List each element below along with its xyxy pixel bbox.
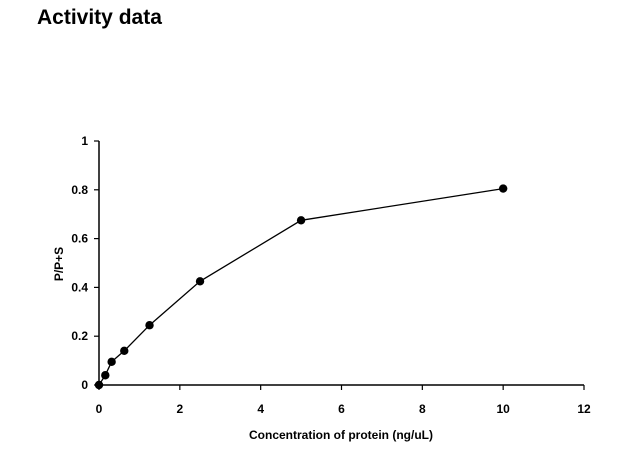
data-point [296,216,306,225]
y-axis-title: P/P+S [52,247,66,281]
data-point [145,321,154,330]
page-title: Activity data [37,6,162,29]
y-tick-label: 0.8 [71,183,88,197]
y-tick-label: 1 [81,134,88,148]
x-tick-label: 4 [257,402,264,416]
x-tick-label: 8 [419,402,426,416]
data-point [195,277,205,286]
x-axis-title: Concentration of protein (ng/uL) [249,428,433,442]
x-tick-label: 10 [496,402,510,416]
data-point [107,357,116,367]
y-tick-label: 0 [81,378,88,392]
x-tick-label: 0 [96,402,103,416]
y-tick-label: 0.4 [71,280,88,294]
x-tick-label: 6 [338,402,345,416]
data-point [120,346,129,356]
y-axis-ticks: 0 0.2 0.4 0.6 0.8 1 [71,134,99,392]
data-point [498,184,508,193]
chart-axes [98,141,584,386]
x-axis-ticks: 0 2 4 6 8 10 12 [96,385,591,416]
x-tick-label: 12 [577,402,591,416]
chart-series [94,184,508,390]
x-tick-label: 2 [176,402,183,416]
data-point [94,380,104,390]
data-point [101,371,110,380]
y-tick-label: 0.2 [71,329,88,343]
y-tick-label: 0.6 [71,232,88,246]
